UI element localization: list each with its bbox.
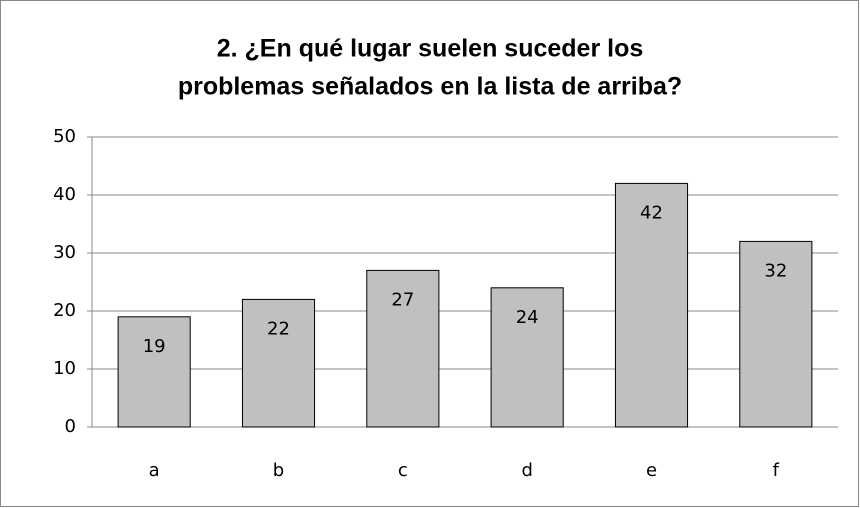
data-label: 32 <box>764 260 787 281</box>
y-tick-label: 0 <box>65 416 76 437</box>
bar <box>366 269 440 428</box>
x-tick-label: d <box>521 460 532 481</box>
data-label: 22 <box>267 318 290 339</box>
data-label: 19 <box>143 336 166 357</box>
bar <box>614 182 689 428</box>
chart-title: problemas señalados en la lista de arrib… <box>178 73 682 101</box>
bar <box>739 240 813 428</box>
bar <box>490 287 564 428</box>
y-tick-label: 10 <box>53 358 76 379</box>
x-tick-label: c <box>398 460 408 481</box>
y-tick-label: 30 <box>53 242 76 263</box>
x-tick-label: f <box>773 460 780 481</box>
x-tick-label: a <box>149 460 160 481</box>
data-label: 42 <box>640 202 663 223</box>
x-tick-label: b <box>273 460 284 481</box>
data-label: 27 <box>391 289 414 310</box>
y-tick-label: 20 <box>53 300 76 321</box>
chart-title: 2. ¿En qué lugar suelen suceder los <box>217 35 644 63</box>
y-tick-label: 50 <box>53 126 76 147</box>
y-tick-label: 40 <box>53 184 76 205</box>
x-tick-label: e <box>646 460 657 481</box>
data-label: 24 <box>516 307 539 328</box>
bar <box>241 298 316 428</box>
bar <box>117 316 191 428</box>
